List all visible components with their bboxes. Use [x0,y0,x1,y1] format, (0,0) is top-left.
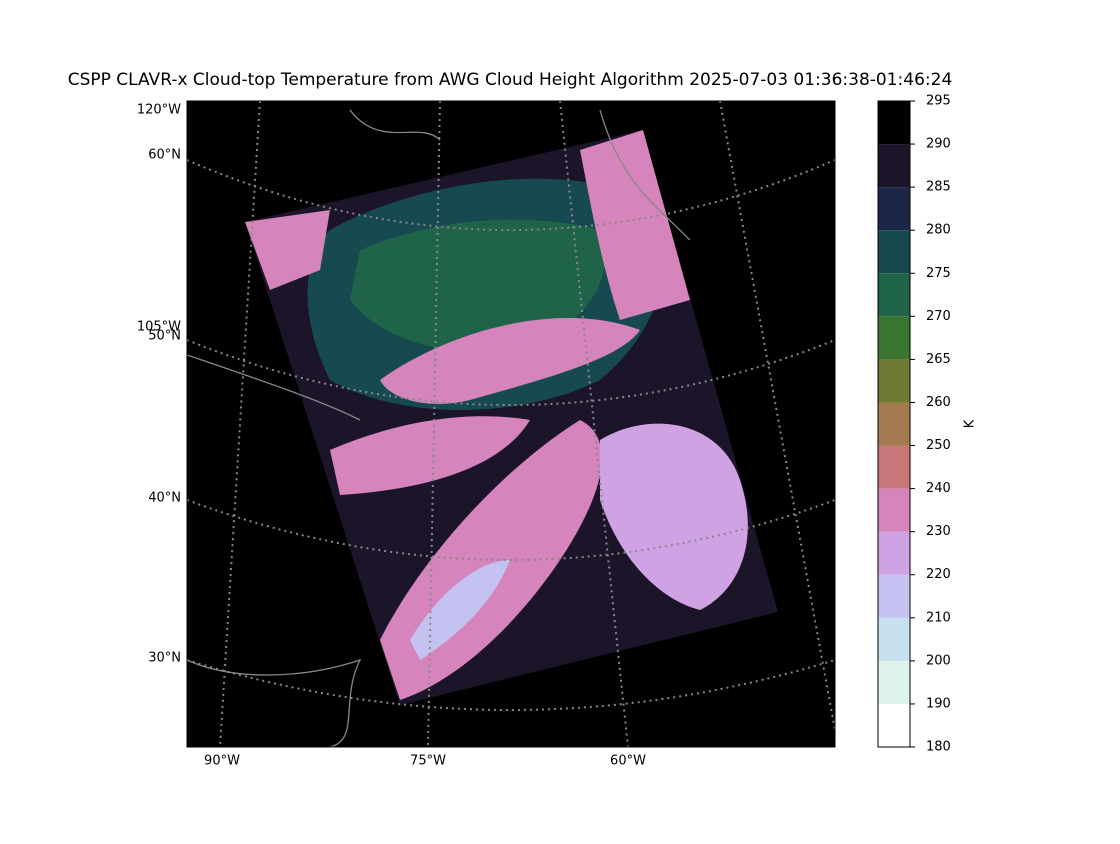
colorbar-tick-label: 200 [926,653,951,668]
cloud-region [350,219,606,353]
map [186,100,836,748]
colorbar-tick-label: 285 [926,180,951,195]
colorbar-tick-label: 210 [926,610,951,625]
colorbar-bin [878,445,910,489]
lat-lon-label: 50°N [148,329,181,344]
colorbar-bin [878,359,910,403]
graticule [187,499,835,561]
lat-lon-label: 30°N [148,651,181,666]
border [187,354,361,421]
cloud-region [580,130,690,320]
colorbar-bin [878,273,910,317]
colorbar-bin [878,187,910,231]
colorbar-tick-label: 275 [926,266,951,281]
lon-label: 75°W [410,754,446,769]
lat-lon-label: 105°W [137,320,181,335]
colorbar-bin [878,617,910,661]
title: CSPP CLAVR-x Cloud-top Temperature from … [68,70,953,90]
cloud-region [600,423,748,610]
cloud-region [245,210,330,290]
colorbar-bin [878,531,910,575]
colorbar-tick-label: 270 [926,309,951,324]
cloud-region [380,318,640,404]
colorbar-bin [878,488,910,532]
cloud-region [410,560,510,660]
colorbar-tick-label: 250 [926,438,951,453]
colorbar-bin [878,574,910,618]
colorbar-frame [877,100,911,748]
colorbar-tick-label: 220 [926,567,951,582]
lon-label: 90°W [204,754,240,769]
lat-lon-label: 40°N [148,491,181,506]
colorbar-bin [878,703,910,747]
colorbar-label: K [963,419,978,428]
colorbar-tick-label: 180 [926,740,951,755]
colorbar-tick-label: 190 [926,696,951,711]
colorbar-bin [878,230,910,274]
graticule [187,339,835,406]
colorbar-bin [878,402,910,446]
lat-lon-label: 60°N [148,148,181,163]
lat-lon-label: 120°W [137,103,181,118]
map-frame [186,100,836,748]
colorbar-tick-label: 290 [926,137,951,152]
colorbar-tick-label: 230 [926,524,951,539]
lon-label: 60°W [610,754,646,769]
colorbar-bin [878,660,910,704]
cloud-region [330,416,530,495]
colorbar-tick-label: 265 [926,352,951,367]
colorbar-bin [878,144,910,188]
colorbar-tick-label: 280 [926,223,951,238]
colorbar-bin [878,101,910,145]
colorbar-tick-label: 260 [926,395,951,410]
colorbar-tick-label: 240 [926,481,951,496]
colorbar-tick-label: 295 [926,94,951,109]
colorbar-bin [878,316,910,360]
graticule [187,159,835,231]
